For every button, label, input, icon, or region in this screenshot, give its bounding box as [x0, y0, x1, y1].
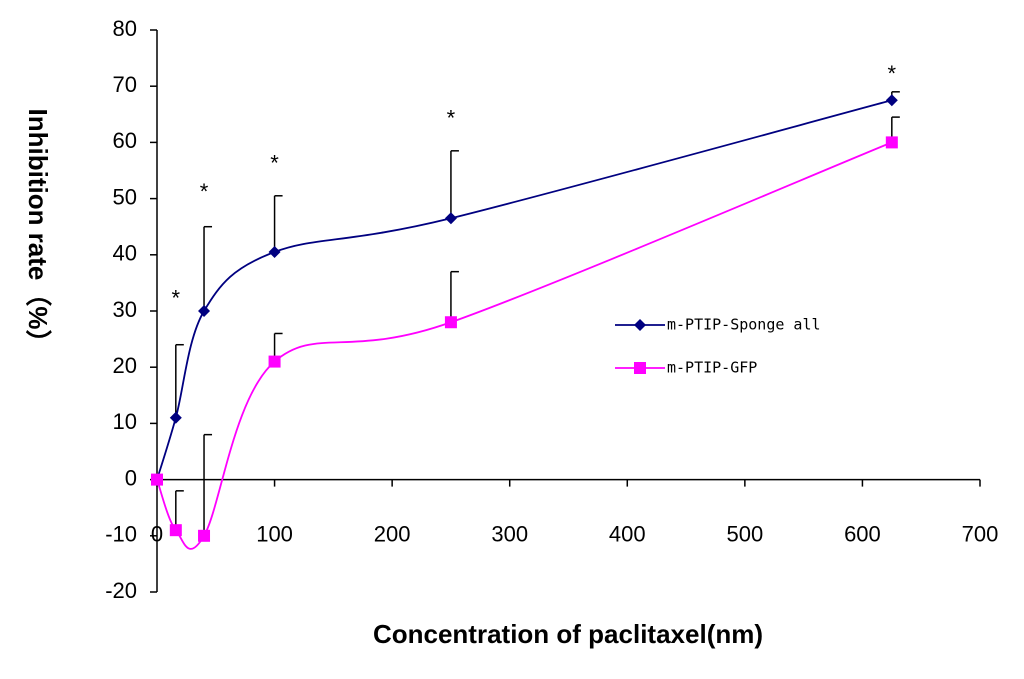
legend-marker: [634, 362, 646, 374]
point: [444, 316, 457, 329]
legend-marker: [634, 319, 646, 331]
error-bar: [175, 490, 184, 531]
x-tick-label: 0: [151, 521, 163, 546]
y-tick-label: -20: [105, 578, 137, 603]
point: [268, 245, 281, 258]
error-bar: [450, 150, 459, 219]
error-bar: [273, 195, 283, 252]
x-tick-label: 600: [844, 521, 881, 546]
point: [169, 411, 182, 424]
annotation: *: [447, 106, 456, 131]
y-tick-label: 60: [113, 128, 137, 153]
point: [268, 355, 281, 368]
series-line: [156, 99, 893, 480]
legend-label: m-PTIP-Sponge all: [667, 316, 821, 334]
annotation: *: [270, 151, 279, 176]
y-tick-label: -10: [105, 522, 137, 547]
point: [885, 136, 898, 149]
point: [169, 524, 182, 537]
point: [444, 212, 457, 225]
x-tick-label: 700: [962, 521, 999, 546]
error-bar: [203, 225, 213, 311]
y-tick-label: 0: [125, 465, 137, 490]
annotation: *: [172, 286, 181, 311]
x-tick-label: 400: [609, 521, 646, 546]
series-line: [156, 141, 893, 550]
x-tick-label: 300: [491, 521, 528, 546]
annotation: *: [888, 61, 897, 86]
y-tick-label: 20: [113, 353, 137, 378]
y-tick-label: 10: [113, 409, 137, 434]
legend-label: m-PTIP-GFP: [667, 359, 757, 377]
point: [198, 305, 211, 317]
y-tick-label: 70: [113, 72, 137, 97]
y-axis-label: Inhibition rate（%）: [23, 108, 53, 355]
x-tick-label: 100: [256, 521, 293, 546]
y-tick-label: 40: [113, 241, 137, 266]
x-tick-label: 500: [726, 521, 763, 546]
x-tick-label: 200: [374, 521, 411, 546]
error-bar: [203, 433, 213, 536]
x-axis-label: Concentration of paclitaxel(nm): [373, 619, 763, 649]
point: [885, 94, 898, 107]
y-tick-label: 30: [113, 297, 137, 322]
y-tick-label: 80: [113, 16, 137, 41]
y-tick-label: 50: [113, 184, 137, 209]
error-bar: [175, 343, 184, 418]
point: [151, 473, 163, 486]
annotation: *: [200, 179, 209, 204]
point: [198, 529, 211, 542]
error-bar: [450, 270, 459, 323]
